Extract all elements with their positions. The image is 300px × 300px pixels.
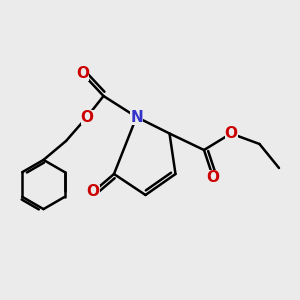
Text: O: O: [224, 126, 238, 141]
Text: O: O: [76, 66, 89, 81]
Text: O: O: [206, 169, 220, 184]
Text: O: O: [86, 184, 100, 200]
Text: O: O: [80, 110, 94, 124]
Text: N: N: [130, 110, 143, 124]
